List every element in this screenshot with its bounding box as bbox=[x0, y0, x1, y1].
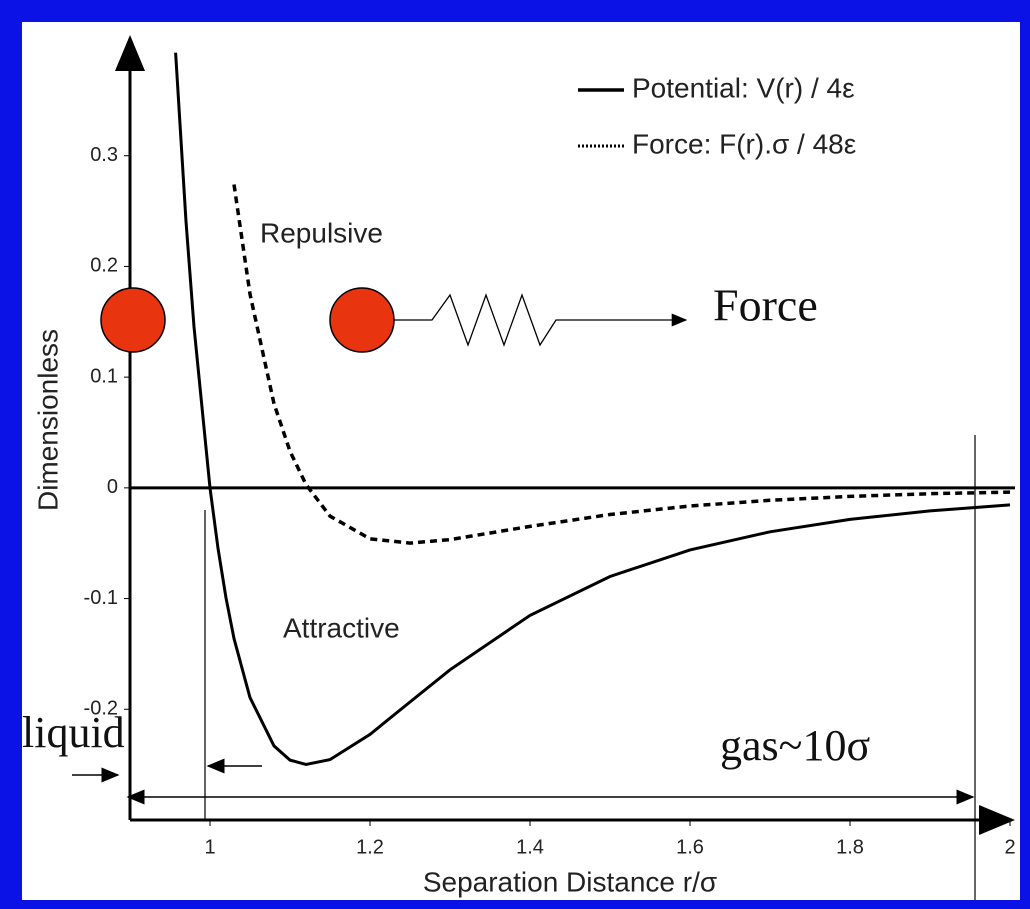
y-tick-label: -0.1 bbox=[84, 587, 118, 609]
annotation: Force bbox=[713, 280, 818, 331]
y-tick-label: 0.2 bbox=[90, 255, 118, 277]
x-axis-label: Separation Distance r/σ bbox=[423, 866, 717, 897]
annotation: Repulsive bbox=[260, 217, 383, 248]
legend-label: Potential: V(r) / 4ε bbox=[632, 72, 855, 103]
x-tick-label: 1.2 bbox=[356, 836, 384, 858]
y-tick-label: 0 bbox=[107, 476, 118, 498]
y-tick-label: 0.3 bbox=[90, 144, 118, 166]
x-tick-label: 1.6 bbox=[676, 836, 704, 858]
series-line bbox=[174, 52, 1011, 767]
y-tick-label: 0.1 bbox=[90, 365, 118, 387]
x-tick-label: 2 bbox=[1004, 836, 1015, 858]
y-tick-label: -0.2 bbox=[84, 698, 118, 720]
series-line bbox=[232, 184, 1011, 545]
y-axis-label: Dimensionless bbox=[32, 329, 63, 511]
x-tick-label: 1.4 bbox=[516, 836, 544, 858]
plot-background bbox=[22, 22, 1020, 900]
atom bbox=[329, 287, 395, 353]
annotation: gas~10σ bbox=[720, 721, 870, 770]
annotation: Attractive bbox=[283, 612, 400, 643]
x-tick-label: 1.8 bbox=[836, 836, 864, 858]
spring bbox=[394, 293, 688, 347]
legend-label: Force: F(r).σ / 48ε bbox=[632, 128, 856, 159]
atom bbox=[100, 287, 166, 353]
x-tick-label: 1 bbox=[204, 836, 215, 858]
annotation: liquid bbox=[22, 708, 125, 757]
legend: Potential: V(r) / 4ε Force: F(r).σ / 48ε bbox=[578, 72, 856, 159]
